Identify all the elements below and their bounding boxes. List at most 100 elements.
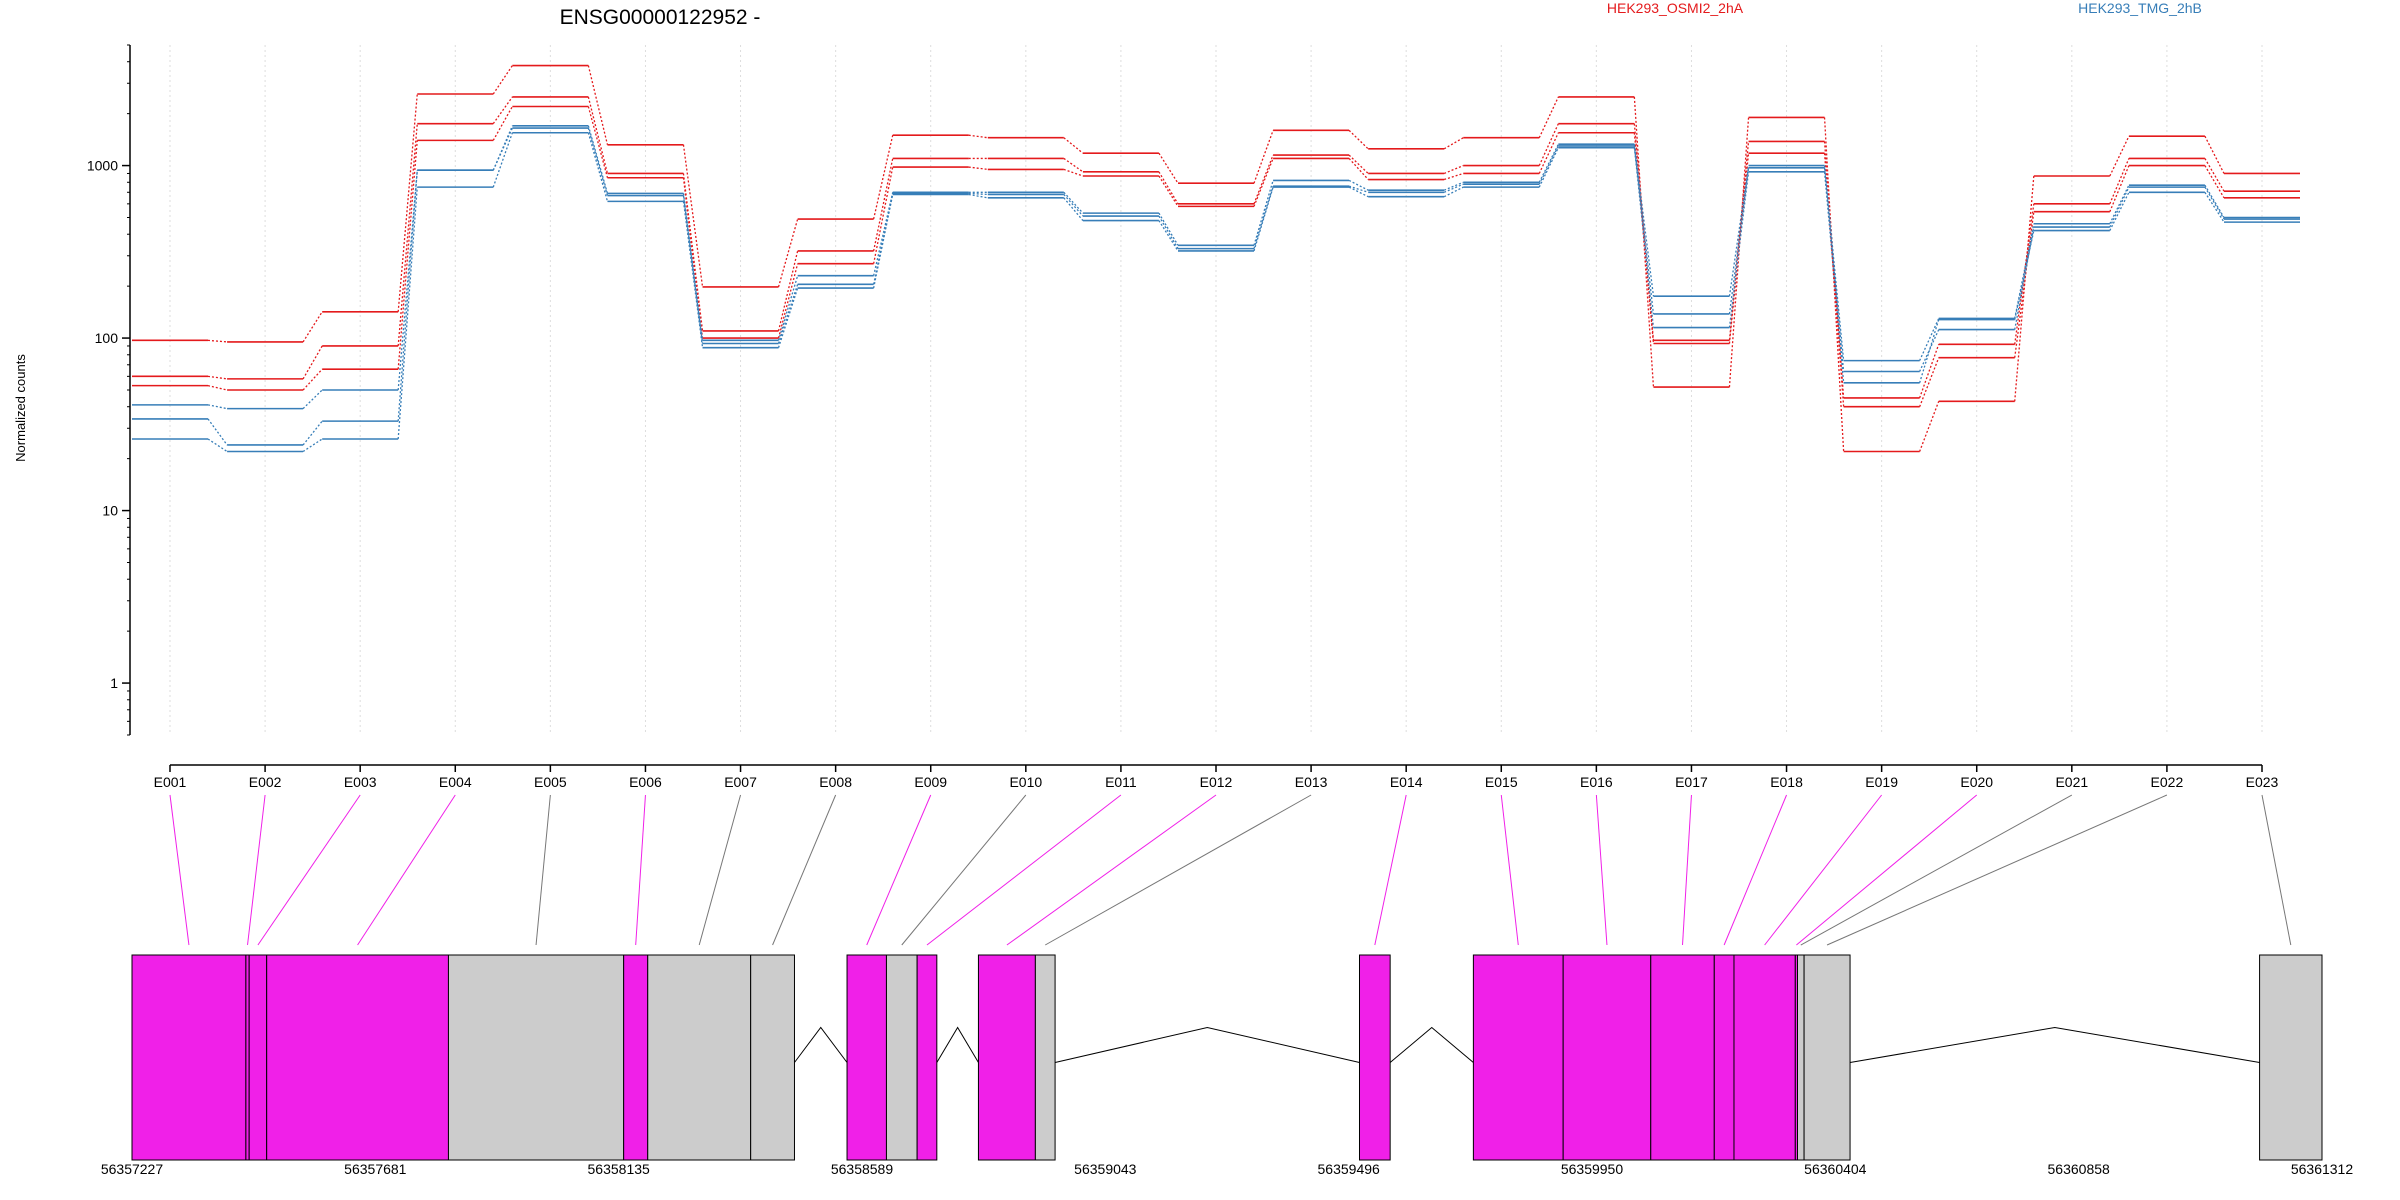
series-connector <box>1063 194 1084 217</box>
gene-model <box>131 954 2323 1161</box>
exon-box <box>1562 954 1652 1161</box>
series-connector <box>207 418 228 446</box>
series-connector <box>1728 117 1750 388</box>
series-connector <box>397 140 418 370</box>
series-connector <box>1728 167 1750 315</box>
series-connector <box>302 368 323 391</box>
exon-connector <box>1826 794 2168 946</box>
y-tick-label: 1 <box>110 675 118 691</box>
exon-box <box>1713 954 1735 1161</box>
x-tick-label: E012 <box>1200 774 1233 790</box>
series-connector <box>1253 185 1274 249</box>
series-connector <box>1538 96 1559 139</box>
series-5 <box>132 127 2300 446</box>
x-tick-label: E008 <box>819 774 852 790</box>
series-connector <box>777 263 799 339</box>
series-connector <box>2109 135 2130 177</box>
series-connector <box>777 275 799 341</box>
coordinate-label: 56357227 <box>101 1161 164 1177</box>
intron-line <box>1849 1026 2260 1063</box>
series-connector <box>1443 172 1464 181</box>
exon-connector <box>698 794 742 946</box>
exon-connector <box>866 794 932 946</box>
intron-line <box>1389 1026 1474 1063</box>
exon-box <box>266 954 449 1161</box>
series-connector <box>2204 158 2225 192</box>
series-connector <box>2109 158 2130 205</box>
genomic-coordinate-axis: 56357227 56357681 56358135 56358589 56359043… <box>101 1161 2354 1177</box>
series-connector <box>1348 185 1369 193</box>
series-connector <box>302 420 323 446</box>
legend-label-osmi: HEK293_OSMI2_2hA <box>1607 0 1744 16</box>
series-connector <box>682 201 704 348</box>
series-connector <box>1348 179 1369 191</box>
series-connector <box>1919 344 1940 399</box>
coordinate-label: 56360858 <box>2048 1161 2111 1177</box>
exon-box <box>1796 954 1805 1161</box>
x-tick-label: E011 <box>1105 774 1137 790</box>
x-tick-label: E004 <box>439 774 472 790</box>
y-axis: 1 10 100 1000 <box>87 44 131 736</box>
series-connector <box>397 123 418 347</box>
series-connector <box>1919 319 1940 384</box>
series-6 <box>132 131 2300 453</box>
exon-box <box>750 954 795 1161</box>
series-connector <box>682 177 704 339</box>
x-tick-label: E017 <box>1675 774 1708 790</box>
series-connector <box>207 404 228 410</box>
series-connector <box>1348 186 1369 198</box>
series-connector <box>2109 186 2130 228</box>
coordinate-label: 56359043 <box>1074 1161 1137 1177</box>
exon-box <box>977 954 1036 1161</box>
x-tick-label: E013 <box>1295 774 1328 790</box>
series-connector <box>492 96 513 125</box>
intron-line <box>794 1026 848 1063</box>
series-connector <box>1348 154 1369 174</box>
exon-box <box>846 954 887 1161</box>
series-connector <box>1919 401 1940 452</box>
series-connector <box>1158 220 1179 252</box>
series-connector <box>302 389 323 410</box>
series-connector <box>492 127 513 171</box>
exon-box <box>131 954 247 1161</box>
coordinate-label: 56360404 <box>1804 1161 1867 1177</box>
exon-connector <box>1723 794 1788 946</box>
exon-connector <box>1006 794 1217 946</box>
series-connector <box>1158 171 1179 205</box>
series-connector <box>1823 165 1845 361</box>
x-tick-label: E022 <box>2151 774 2184 790</box>
series-connector <box>397 93 418 312</box>
series-connector <box>1633 145 1655 315</box>
series-connector <box>968 193 988 199</box>
series-connector <box>397 170 418 422</box>
series-connector <box>397 170 418 391</box>
series-connector <box>1063 157 1084 173</box>
exon-connector <box>1595 794 1608 946</box>
exon-connector <box>926 794 1122 946</box>
exon-box <box>916 954 938 1161</box>
exon-connector <box>257 794 361 946</box>
coordinate-label: 56358135 <box>588 1161 651 1177</box>
x-tick-label: E002 <box>249 774 282 790</box>
exon-connector <box>1374 794 1407 946</box>
coordinate-label: 56359496 <box>1318 1161 1381 1177</box>
x-tick-label: E006 <box>629 774 662 790</box>
series-connector <box>1063 137 1084 154</box>
series-connector <box>1538 143 1559 183</box>
series-connector <box>1158 212 1179 246</box>
y-tick-label: 100 <box>95 330 119 346</box>
series-connector <box>2204 191 2225 223</box>
series-connector <box>1158 175 1179 207</box>
exon-box <box>1803 954 1851 1161</box>
series-connector <box>777 250 799 332</box>
exon-connector <box>772 794 837 946</box>
series-connector <box>1443 186 1464 198</box>
series-connector <box>302 311 323 343</box>
exon-box <box>1034 954 1056 1161</box>
series-lines <box>132 64 2300 453</box>
x-tick-label: E016 <box>1580 774 1613 790</box>
series-connector <box>1538 147 1559 188</box>
legend-label-tmg: HEK293_TMG_2hB <box>2078 0 2202 16</box>
exon-connector <box>1800 794 2073 946</box>
series-connector <box>2109 192 2130 231</box>
